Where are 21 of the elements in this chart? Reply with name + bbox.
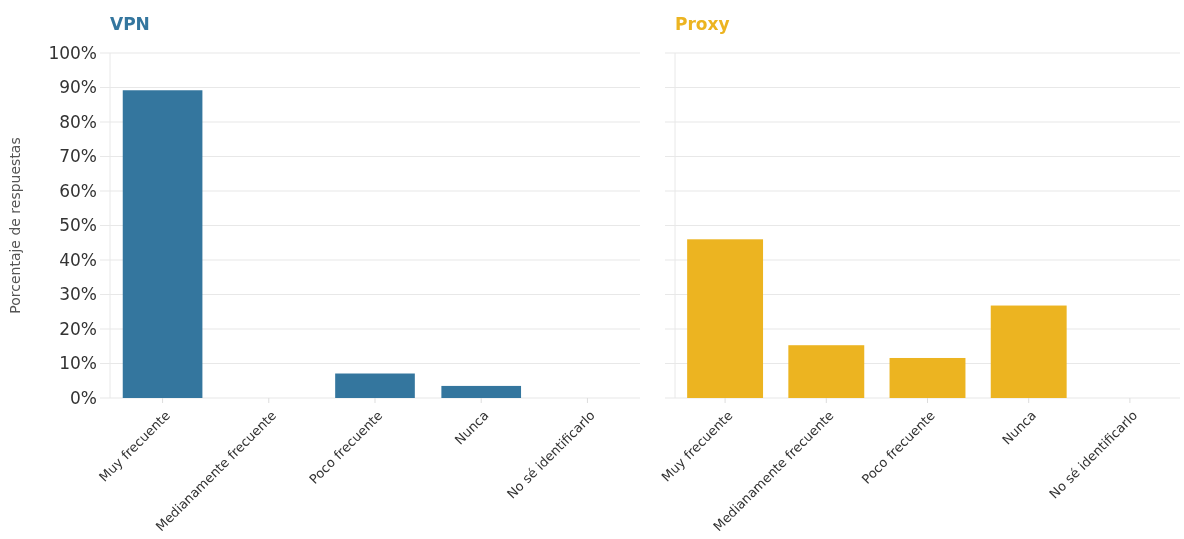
y-tick-label: 10% — [59, 353, 97, 374]
y-tick-label: 60% — [59, 180, 97, 201]
bar — [990, 305, 1067, 398]
y-tick-label: 0% — [70, 387, 97, 408]
y-tick-label: 20% — [59, 318, 97, 339]
y-axis-title: Porcentaje de respuestas — [7, 137, 23, 314]
y-tick-label: 90% — [59, 77, 97, 98]
bar — [441, 385, 522, 398]
bar — [687, 239, 764, 398]
y-tick-label: 50% — [59, 215, 97, 236]
y-tick-label: 70% — [59, 146, 97, 167]
y-tick-label: 30% — [59, 284, 97, 305]
chart-title: Proxy — [675, 14, 730, 34]
chart-title: VPN — [110, 14, 150, 34]
y-tick-label: 80% — [59, 111, 97, 132]
y-tick-label: 100% — [48, 42, 97, 63]
y-tick-label: 40% — [59, 249, 97, 270]
bar — [335, 373, 415, 398]
bar — [122, 90, 203, 398]
bar — [889, 357, 966, 398]
bar — [788, 345, 865, 398]
